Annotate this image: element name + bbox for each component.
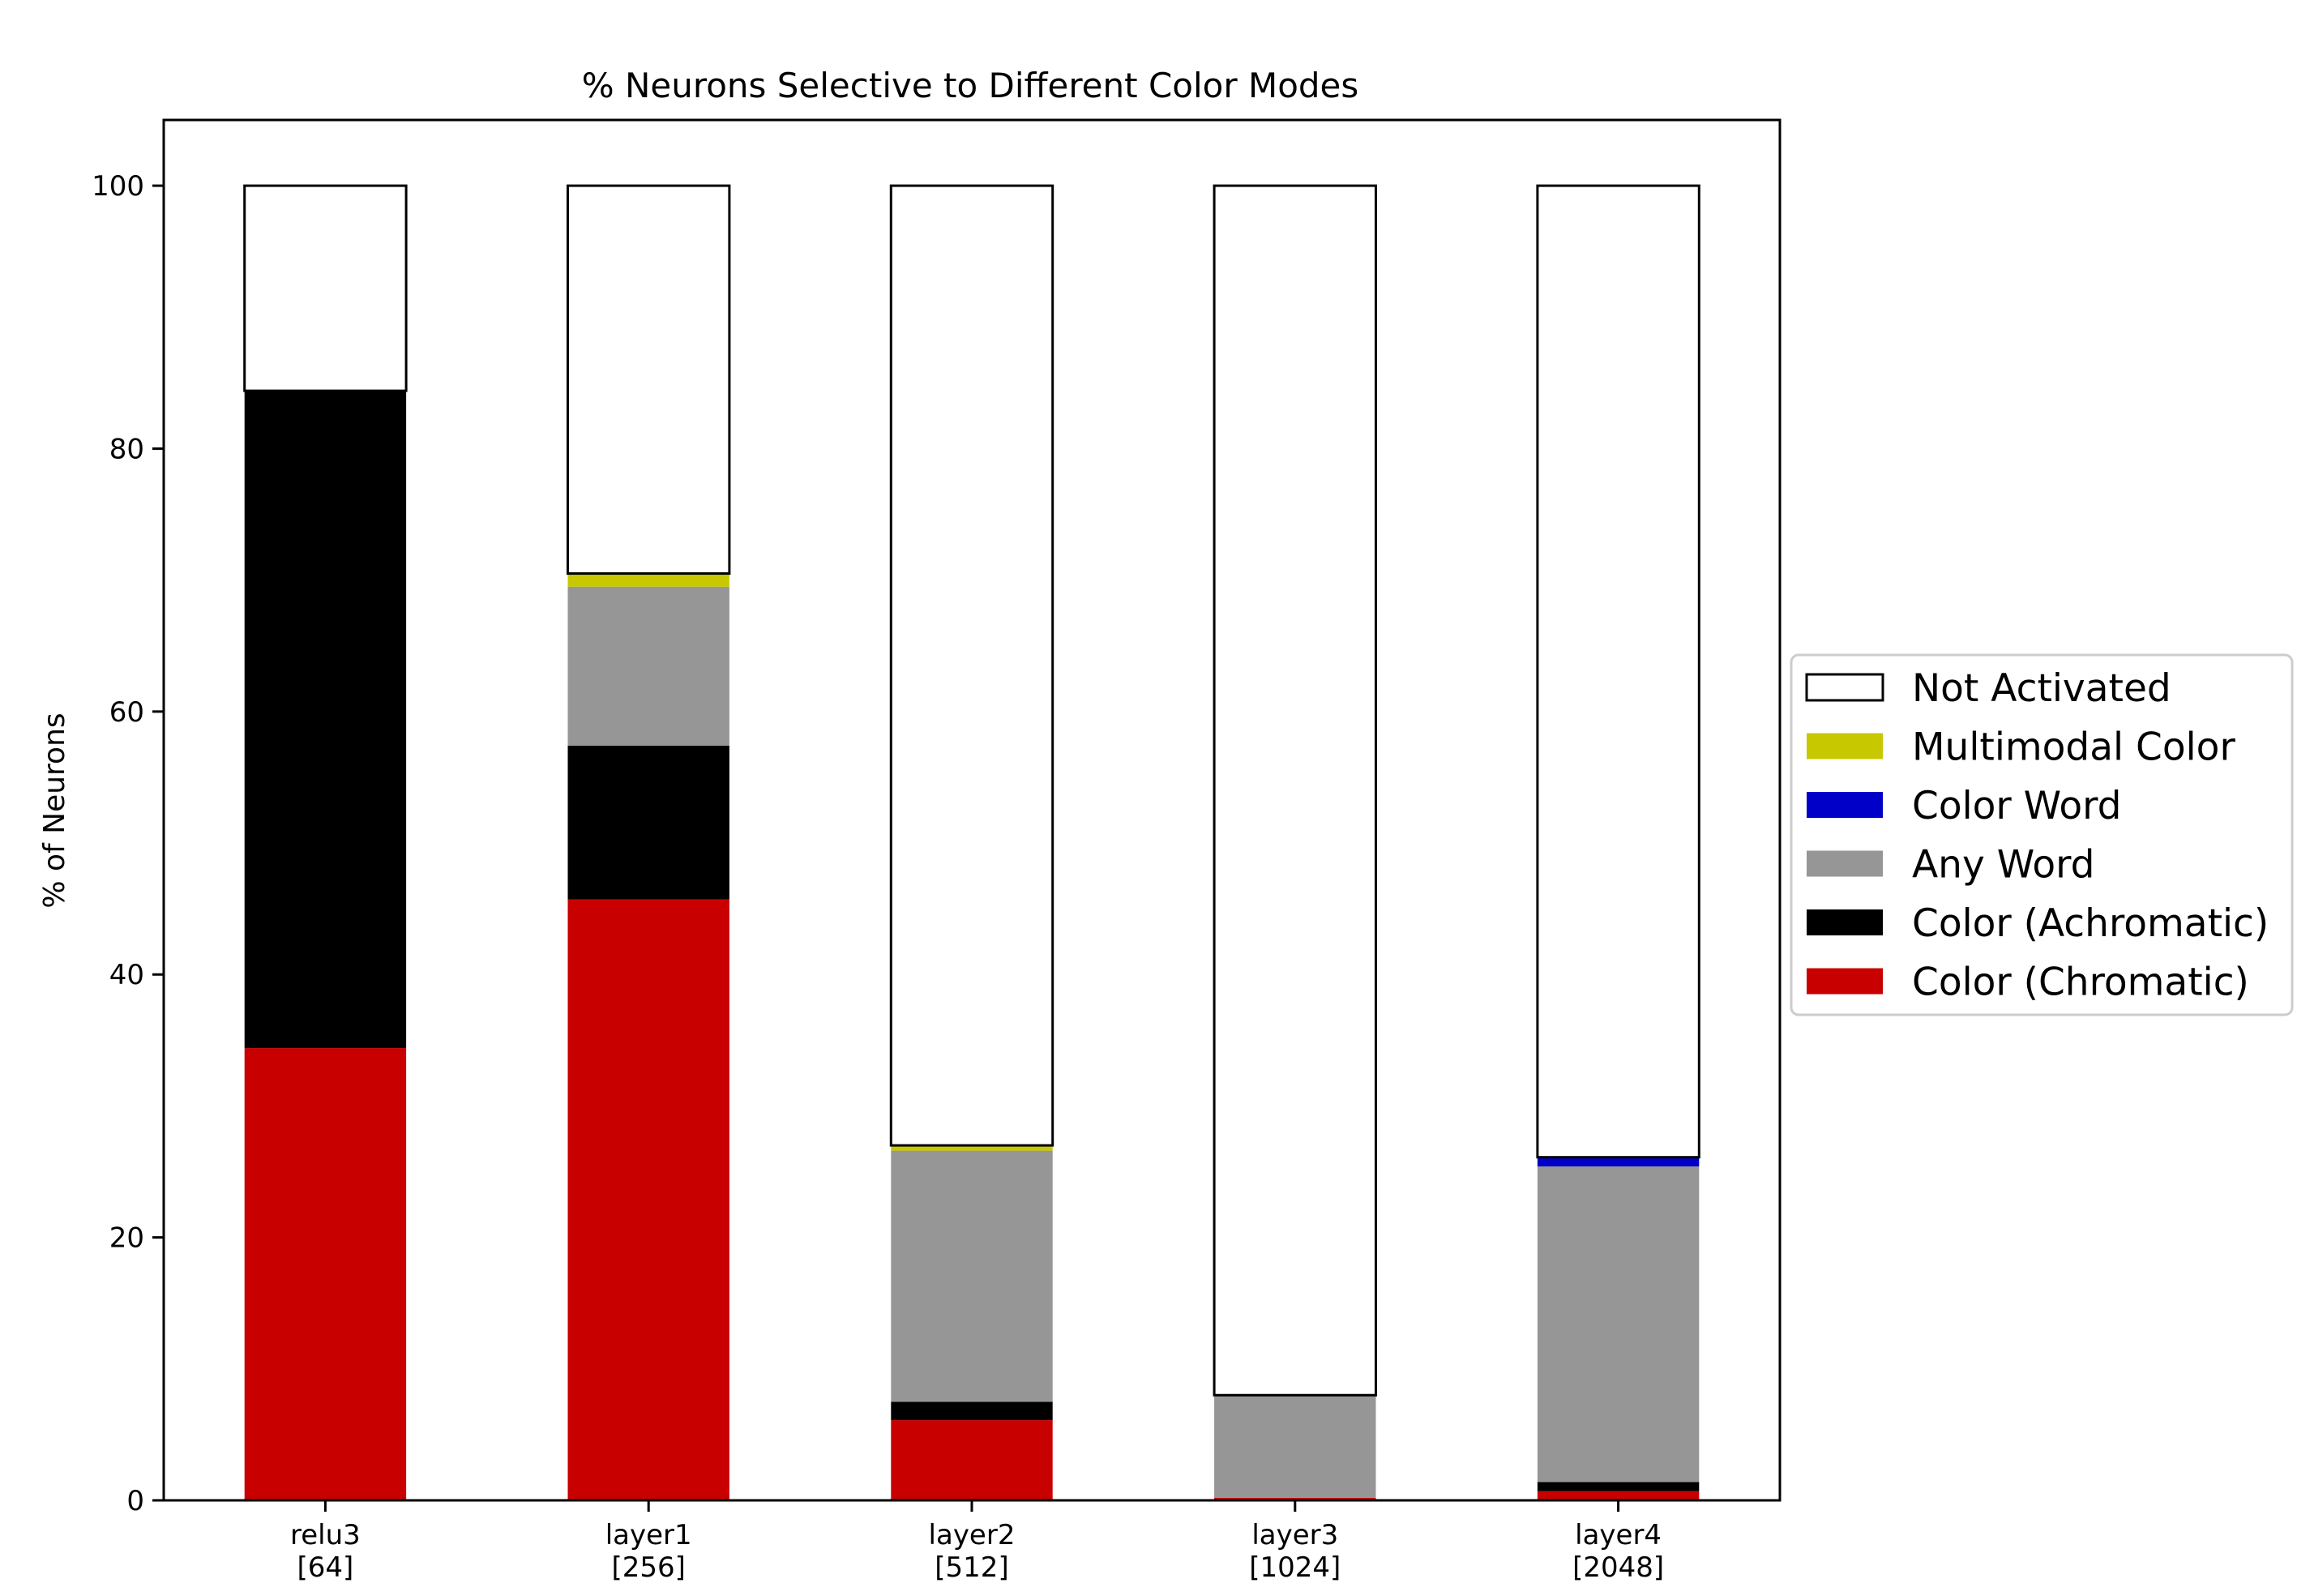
y-tick-label-100: 100 (92, 170, 144, 203)
bar-layer1-multimodal-color (567, 573, 729, 587)
bar-layer3-any-word (1214, 1395, 1376, 1498)
bar-layer3-not-activated (1213, 184, 1377, 1397)
chart-title: % Neurons Selective to Different Color M… (582, 66, 1359, 105)
y-axis: 0 20 40 60 80 100 (92, 170, 164, 1517)
legend-label-color-chromatic: Color (Chromatic) (1912, 961, 2249, 1005)
legend-swatch-multimodal-color (1807, 733, 1883, 759)
bar-layer2-multimodal-color (891, 1145, 1053, 1151)
bar-layer1-any-word (567, 586, 729, 747)
bar-layer4-color-chromatic (1537, 1491, 1700, 1500)
bar-layer2-any-word (891, 1150, 1053, 1402)
x-tick-label-layer4-line2: [2048] (1572, 1551, 1664, 1584)
bar-relu3-color-chromatic (244, 1048, 407, 1500)
bar-layer1-color-achromatic (567, 746, 729, 900)
y-tick-label-80: 80 (109, 433, 144, 465)
bar-layer2-not-activated (889, 184, 1054, 1147)
legend: Not Activated Multimodal Color Color Word A… (1790, 653, 2294, 1016)
x-tick-label-layer1-line1: layer1 (605, 1519, 692, 1551)
x-tick-label-layer2-line2: [512] (935, 1551, 1008, 1584)
legend-swatch-not-activated (1805, 673, 1884, 702)
bar-layer3-color-chromatic (1214, 1497, 1376, 1500)
legend-label-not-activated: Not Activated (1912, 666, 2171, 711)
y-axis-label: % of Neurons (38, 712, 71, 908)
x-tick-label-layer4-line1: layer4 (1575, 1519, 1662, 1551)
legend-frame (1790, 653, 2294, 1016)
x-tick-label-relu3-line1: relu3 (290, 1519, 361, 1551)
y-tick-label-40: 40 (109, 959, 144, 991)
legend-label-multimodal-color: Multimodal Color (1912, 725, 2235, 770)
bar-relu3-not-activated (243, 184, 408, 392)
bar-layer2-color-achromatic (891, 1401, 1053, 1421)
y-tick-label-20: 20 (109, 1222, 144, 1255)
y-tick-label-0: 0 (126, 1485, 144, 1517)
legend-swatch-any-word (1807, 850, 1883, 877)
bar-layer4-color-achromatic (1537, 1482, 1700, 1491)
legend-label-any-word: Any Word (1912, 843, 2095, 888)
bars-layer (243, 184, 1700, 1500)
bar-layer4-any-word (1537, 1166, 1700, 1483)
legend-swatch-color-chromatic (1807, 968, 1883, 995)
bar-layer1-not-activated (567, 184, 731, 576)
legend-label-color-achromatic: Color (Achromatic) (1912, 901, 2269, 946)
bar-layer1-color-chromatic (567, 899, 729, 1500)
x-tick-label-layer3-line2: [1024] (1249, 1551, 1341, 1584)
x-tick-label-layer1-line2: [256] (611, 1551, 685, 1584)
bar-layer4-color-word (1537, 1157, 1700, 1167)
y-tick-label-60: 60 (109, 696, 144, 729)
legend-label-color-word: Color Word (1912, 784, 2121, 828)
bar-layer4-not-activated (1536, 184, 1700, 1159)
bar-layer2-color-chromatic (891, 1420, 1053, 1500)
x-tick-label-layer3-line1: layer3 (1251, 1519, 1338, 1551)
x-tick-label-relu3-line2: [64] (297, 1551, 354, 1584)
bar-relu3-color-achromatic (244, 391, 407, 1049)
legend-swatch-color-word (1807, 792, 1883, 818)
legend-swatch-color-achromatic (1807, 909, 1883, 935)
x-axis: relu3[64] layer1[256] layer2[512] layer3[10… (290, 1500, 1664, 1584)
x-tick-label-layer2-line1: layer2 (929, 1519, 1016, 1551)
